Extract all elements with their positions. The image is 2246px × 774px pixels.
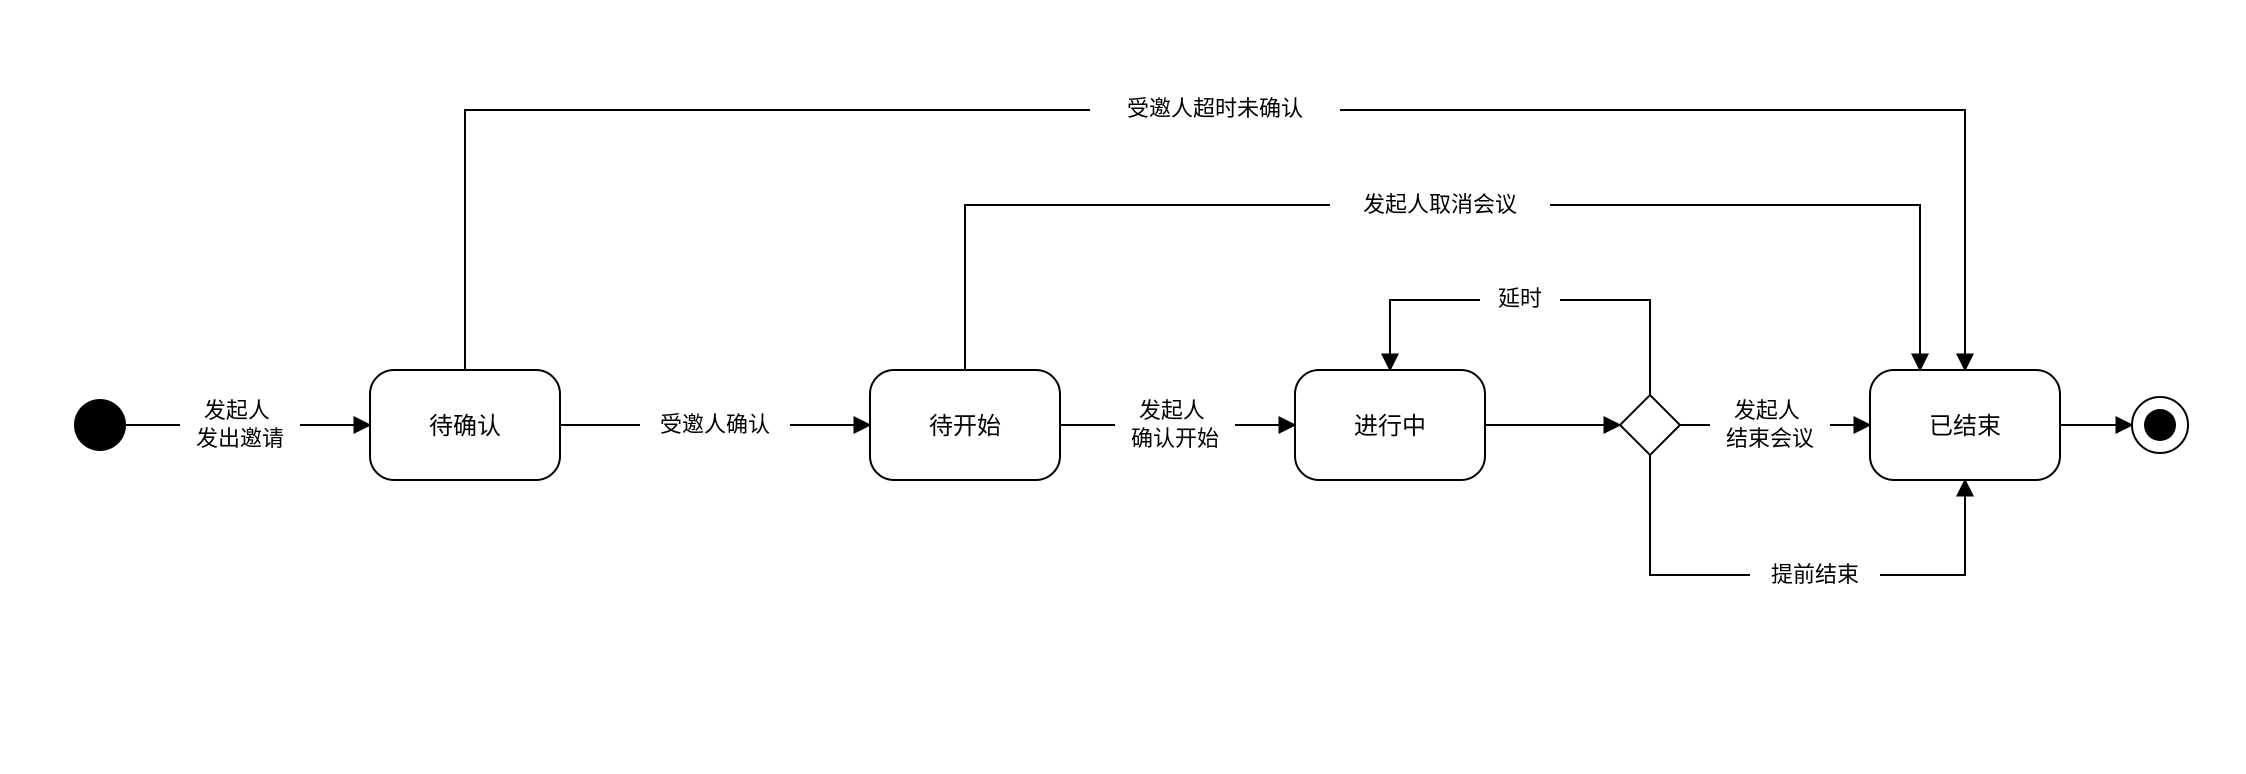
edge-label: 受邀人确认 [660, 412, 770, 437]
edge-label: 发起人取消会议 [1363, 192, 1517, 217]
edge-label: 受邀人超时未确认 [1127, 96, 1303, 121]
edge-label: 发出邀请 [196, 426, 284, 451]
edge-confirm-to-wait: 受邀人确认 [560, 408, 870, 442]
state-diagram: 发起人 发出邀请 受邀人确认 发起人 确认开始 发起人 结束会议 [0, 0, 2246, 774]
state-ended: 已结束 [1870, 370, 2060, 480]
edge-start-to-confirm: 发起人 发出邀请 [126, 395, 370, 455]
edge-timeout: 受邀人超时未确认 [465, 92, 1965, 370]
start-node [74, 399, 126, 451]
edge-label: 结束会议 [1726, 426, 1814, 451]
state-label: 进行中 [1354, 413, 1426, 440]
state-running: 进行中 [1295, 370, 1485, 480]
edge-label: 发起人 [1139, 398, 1205, 423]
state-label: 待确认 [429, 413, 501, 440]
final-node [2132, 397, 2188, 453]
edge-label: 发起人 [204, 398, 270, 423]
edge-decision-to-end: 发起人 结束会议 [1680, 395, 1870, 455]
state-label: 已结束 [1929, 413, 2001, 440]
edge-label: 提前结束 [1771, 562, 1859, 587]
state-pending-confirm: 待确认 [370, 370, 560, 480]
edge-wait-to-running: 发起人 确认开始 [1060, 395, 1295, 455]
edge-label: 延时 [1498, 286, 1542, 311]
edge-cancel-meeting: 发起人取消会议 [965, 188, 1920, 370]
edge-label: 确认开始 [1131, 426, 1219, 451]
edge-label: 发起人 [1734, 398, 1800, 423]
decision-node [1620, 395, 1680, 455]
state-pending-start: 待开始 [870, 370, 1060, 480]
state-label: 待开始 [929, 413, 1001, 440]
